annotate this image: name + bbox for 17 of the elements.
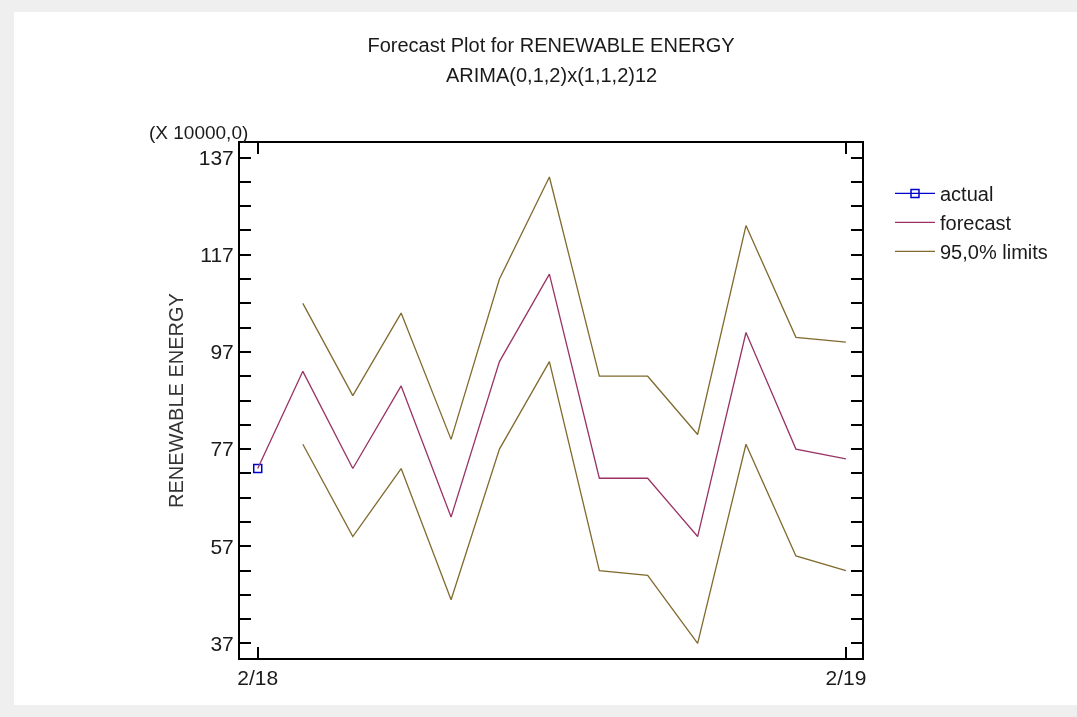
y-tick-label: 37 xyxy=(210,631,234,655)
x-tick-label: 2/19 xyxy=(825,666,867,690)
x-tick-label: 2/18 xyxy=(237,666,279,690)
line-series xyxy=(302,176,847,441)
legend-label: 95,0% limits xyxy=(939,241,1048,264)
y-tick-label: 97 xyxy=(210,340,234,364)
chart-title: Forecast Plot for RENEWABLE ENERGY xyxy=(367,34,735,57)
legend-label: actual xyxy=(939,183,994,206)
y-tick-label: 137 xyxy=(198,145,234,169)
y-tick-label: 57 xyxy=(210,534,234,558)
legend-label: forecast xyxy=(939,212,1012,235)
y-tick-label: 117 xyxy=(200,243,234,267)
chart-subtitle: ARIMA(0,1,2)x(1,1,2)12 xyxy=(446,64,658,86)
y-tick-label: 77 xyxy=(210,437,234,461)
text: (X 10000,0) xyxy=(149,122,249,143)
y-axis-title: RENEWABLE ENERGY xyxy=(164,293,187,508)
line-series xyxy=(302,360,847,645)
